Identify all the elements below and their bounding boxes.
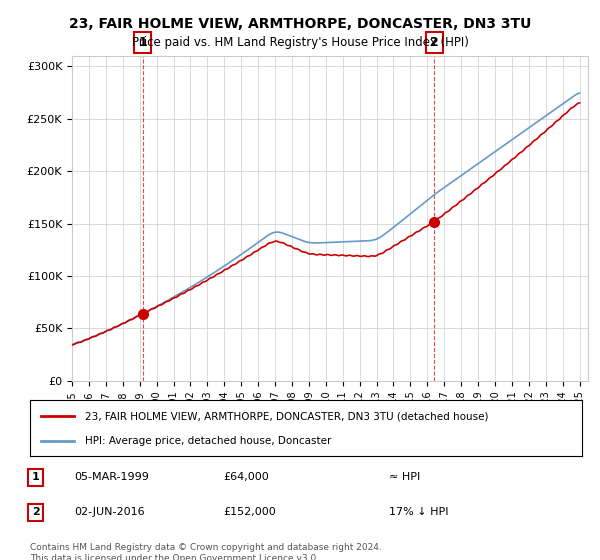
- Text: Price paid vs. HM Land Registry's House Price Index (HPI): Price paid vs. HM Land Registry's House …: [131, 36, 469, 49]
- Text: 2: 2: [430, 36, 439, 49]
- Text: Contains HM Land Registry data © Crown copyright and database right 2024.
This d: Contains HM Land Registry data © Crown c…: [30, 543, 382, 560]
- Text: £152,000: £152,000: [223, 507, 276, 517]
- Text: 1: 1: [32, 473, 40, 482]
- Text: ≈ HPI: ≈ HPI: [389, 473, 420, 482]
- Text: 23, FAIR HOLME VIEW, ARMTHORPE, DONCASTER, DN3 3TU: 23, FAIR HOLME VIEW, ARMTHORPE, DONCASTE…: [69, 17, 531, 31]
- Text: 2: 2: [32, 507, 40, 517]
- Text: £64,000: £64,000: [223, 473, 269, 482]
- Text: 17% ↓ HPI: 17% ↓ HPI: [389, 507, 448, 517]
- Text: 1: 1: [138, 36, 147, 49]
- Text: 23, FAIR HOLME VIEW, ARMTHORPE, DONCASTER, DN3 3TU (detached house): 23, FAIR HOLME VIEW, ARMTHORPE, DONCASTE…: [85, 411, 488, 421]
- Text: 05-MAR-1999: 05-MAR-1999: [74, 473, 149, 482]
- Text: 02-JUN-2016: 02-JUN-2016: [74, 507, 145, 517]
- Text: HPI: Average price, detached house, Doncaster: HPI: Average price, detached house, Donc…: [85, 436, 332, 446]
